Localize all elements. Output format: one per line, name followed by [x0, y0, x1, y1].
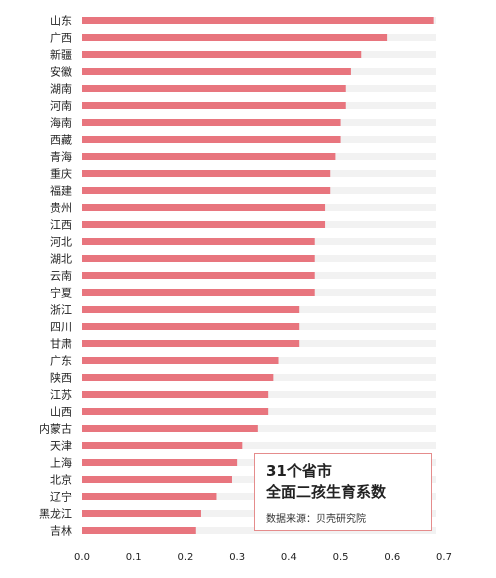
category-label: 陕西: [50, 371, 72, 385]
category-label: 四川: [50, 321, 72, 334]
category-label: 重庆: [50, 167, 72, 181]
category-label: 山东: [50, 15, 72, 28]
x-tick-label: 0.1: [126, 552, 142, 563]
bar: [82, 17, 434, 24]
category-label: 内蒙古: [39, 422, 72, 436]
bar: [82, 357, 279, 364]
x-axis-tick-labels: 0.0 0.1 0.2 0.3 0.4 0.5 0.6 0.7: [74, 552, 452, 563]
bar: [82, 425, 258, 432]
bar-track: [82, 425, 436, 432]
bar: [82, 34, 388, 41]
category-label: 海南: [50, 116, 72, 130]
category-label: 安徽: [50, 65, 72, 79]
x-tick-label: 0.4: [281, 552, 297, 563]
x-tick-label: 0.7: [436, 552, 452, 563]
bar: [82, 408, 269, 415]
bar: [82, 221, 326, 228]
bar: [82, 323, 300, 330]
bar: [82, 119, 341, 126]
x-tick-label: 0.2: [177, 552, 193, 563]
category-label: 云南: [50, 270, 72, 283]
bar-track: [82, 442, 436, 449]
category-label: 江苏: [50, 389, 72, 402]
bar: [82, 153, 336, 160]
source-note: 数据来源：贝壳研究院: [266, 514, 366, 525]
bar: [82, 51, 362, 58]
bar: [82, 459, 238, 466]
bar: [82, 255, 315, 262]
bar: [82, 272, 315, 279]
category-label: 江西: [50, 219, 72, 232]
bar: [82, 476, 232, 483]
category-label: 青海: [50, 150, 72, 164]
bar: [82, 68, 351, 75]
x-tick-label: 0.3: [229, 552, 245, 563]
category-label: 黑龙江: [39, 508, 72, 521]
category-label: 山西: [50, 406, 72, 419]
category-label: 河南: [50, 100, 72, 113]
category-labels: 山东广西新疆安徽湖南河南海南西藏青海重庆福建贵州江西河北湖北云南宁夏浙江四川甘肃…: [39, 15, 72, 538]
category-label: 新疆: [50, 48, 72, 62]
bar: [82, 289, 315, 296]
bar: [82, 306, 300, 313]
x-tick-label: 0.6: [384, 552, 400, 563]
bar: [82, 391, 269, 398]
bar: [82, 493, 217, 500]
chart-subtitle: 全面二孩生育系数: [266, 483, 387, 501]
category-label: 甘肃: [50, 338, 72, 351]
category-label: 湖北: [50, 253, 72, 266]
category-label: 广东: [50, 355, 72, 368]
bar: [82, 510, 201, 517]
bar: [82, 340, 300, 347]
bar: [82, 170, 331, 177]
category-label: 湖南: [50, 83, 72, 96]
bar: [82, 187, 331, 194]
bar: [82, 527, 196, 534]
bar: [82, 238, 315, 245]
category-label: 天津: [50, 440, 72, 453]
category-label: 河北: [50, 236, 72, 249]
category-label: 西藏: [50, 134, 72, 147]
category-label: 福建: [50, 184, 72, 198]
x-tick-label: 0.5: [333, 552, 349, 563]
category-label: 宁夏: [50, 286, 72, 300]
category-label: 吉林: [50, 524, 72, 538]
category-label: 贵州: [50, 202, 72, 215]
category-label: 浙江: [50, 304, 72, 317]
category-label: 上海: [50, 456, 72, 470]
bar: [82, 374, 274, 381]
category-label: 辽宁: [50, 490, 72, 504]
category-label: 北京: [50, 473, 72, 487]
title-box: 31个省市 全面二孩生育系数 数据来源：贝壳研究院: [254, 453, 432, 531]
category-label: 广西: [50, 32, 72, 45]
bar: [82, 442, 243, 449]
x-tick-label: 0.0: [74, 552, 90, 563]
bar: [82, 102, 346, 109]
bar: [82, 85, 346, 92]
bars: [82, 17, 434, 534]
chart-title: 31个省市: [266, 462, 332, 480]
bar: [82, 136, 341, 143]
bar: [82, 204, 326, 211]
